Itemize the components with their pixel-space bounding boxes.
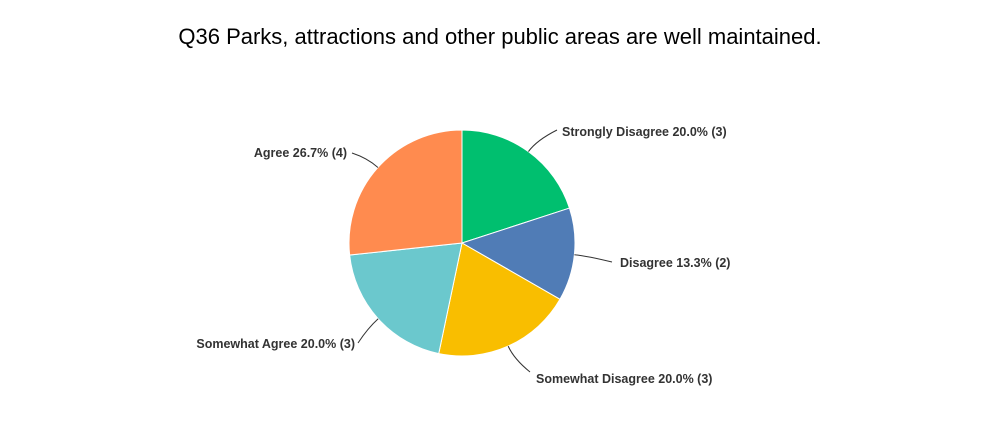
slice-label-strongly-disagree: Strongly Disagree 20.0% (3) (562, 125, 727, 139)
leader-line-somewhat-agree (357, 318, 379, 344)
leader-line-somewhat-disagree (507, 345, 531, 373)
slice-label-disagree: Disagree 13.3% (2) (620, 256, 730, 270)
slice-label-agree: Agree 26.7% (4) (254, 146, 347, 160)
pie-slice-agree (348, 129, 463, 256)
pie-slice-disagree (460, 207, 576, 300)
slice-label-somewhat-disagree: Somewhat Disagree 20.0% (3) (536, 372, 712, 386)
slice-label-somewhat-agree: Somewhat Agree 20.0% (3) (196, 337, 355, 351)
leader-line-disagree (574, 254, 613, 263)
leader-line-agree (351, 152, 379, 168)
pie-slice-strongly-disagree (461, 129, 571, 244)
chart-title: Q36 Parks, attractions and other public … (178, 24, 822, 49)
pie-slice-somewhat-disagree (438, 242, 561, 357)
pie-slice-somewhat-agree (349, 242, 463, 355)
leader-line-strongly-disagree (528, 129, 558, 152)
